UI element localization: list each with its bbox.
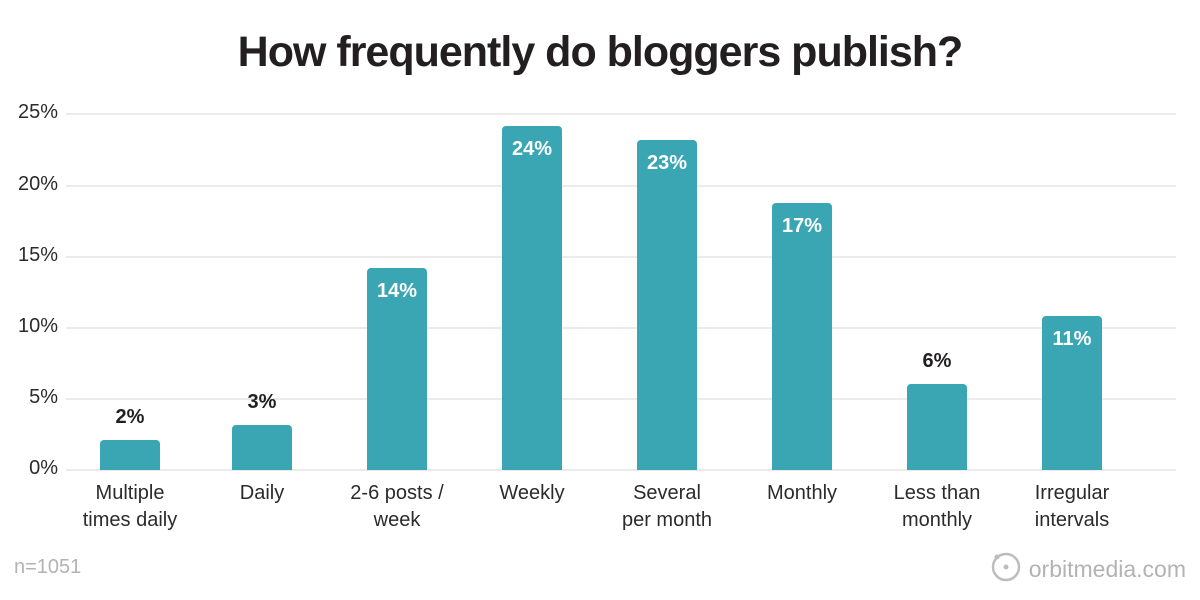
y-axis-tick-label: 10% xyxy=(17,315,58,337)
y-axis-tick-label: 0% xyxy=(29,457,58,479)
chart-title: How frequently do bloggers publish? xyxy=(237,28,964,76)
x-axis-category-label: Monthly xyxy=(766,482,838,504)
bar-value-label: 17% xyxy=(781,215,823,237)
y-axis-tick-label: 20% xyxy=(17,173,58,195)
x-axis-category-label: 2-6 posts / week xyxy=(350,482,444,531)
x-axis-category-label: Several per month xyxy=(621,482,713,531)
sample-size-note: n=1051 xyxy=(14,556,82,578)
bar-value-label: 23% xyxy=(646,152,688,174)
x-axis-category-label: Less than monthly xyxy=(893,482,981,531)
y-axis-tick-label: 15% xyxy=(17,244,58,266)
bar-value-label: 2% xyxy=(115,406,145,428)
orbit-logo-icon xyxy=(989,550,1023,589)
gridline xyxy=(66,398,1176,400)
y-axis-tick-label: 5% xyxy=(29,386,58,408)
bar xyxy=(772,203,832,470)
bar xyxy=(907,384,967,470)
bar xyxy=(367,268,427,470)
x-axis-category-label: Multiple times daily xyxy=(82,482,178,531)
x-axis-category-label: Irregular intervals xyxy=(1034,482,1110,531)
bar xyxy=(1042,316,1102,470)
bar-value-label: 24% xyxy=(511,138,553,160)
gridline xyxy=(66,113,1176,115)
bar-value-label: 11% xyxy=(1052,328,1092,350)
bar-value-label: 14% xyxy=(376,280,418,302)
gridline xyxy=(66,256,1176,258)
bar-value-label: 6% xyxy=(922,350,952,372)
y-axis-tick-label: 25% xyxy=(17,101,58,123)
gridline xyxy=(66,469,1176,471)
gridline xyxy=(66,327,1176,329)
gridline xyxy=(66,185,1176,187)
bar xyxy=(637,140,697,470)
brand-logo: orbitmedia.com xyxy=(989,550,1186,589)
bar xyxy=(232,425,292,470)
bar xyxy=(502,126,562,470)
brand-name: orbitmedia.com xyxy=(1028,556,1186,582)
x-axis-category-label: Daily xyxy=(239,482,285,504)
bar-value-label: 3% xyxy=(247,391,277,413)
x-axis-category-label: Weekly xyxy=(499,482,565,504)
bar xyxy=(100,440,160,470)
